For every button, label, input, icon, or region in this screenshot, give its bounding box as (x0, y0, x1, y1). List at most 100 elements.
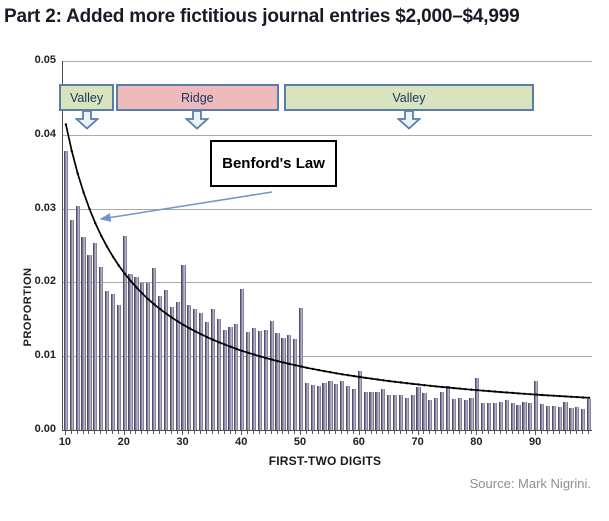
down-arrow-icon (396, 110, 421, 130)
bar-digit-98 (581, 408, 586, 430)
x-tick-16 (100, 431, 102, 434)
bar-digit-58 (345, 385, 351, 430)
bar-digit-42 (251, 328, 257, 430)
bar-digit-39 (234, 323, 239, 430)
benford-curve-marker (440, 385, 444, 389)
benford-curve-marker (364, 376, 367, 380)
x-tick-label-80: 80 (470, 436, 483, 448)
x-tick-73 (435, 431, 437, 434)
down-arrow-icon (74, 110, 99, 130)
bar-digit-30 (181, 264, 186, 430)
x-tick-53 (317, 431, 319, 434)
bar-digit-82 (487, 403, 492, 430)
bar-digit-55 (328, 380, 333, 430)
x-tick-30 (182, 431, 184, 435)
bar-digit-31 (187, 304, 192, 430)
bar-digit-22 (134, 277, 139, 430)
x-tick-47 (282, 431, 284, 434)
x-tick-81 (482, 431, 484, 434)
bar-digit-50 (298, 307, 304, 430)
x-tick-68 (405, 431, 407, 434)
x-tick-28 (170, 431, 172, 434)
x-tick-14 (88, 431, 90, 434)
bar-digit-91 (539, 404, 545, 430)
source-credit: Source: Mark Nigrini. (469, 476, 591, 491)
bar-digit-14 (87, 255, 92, 430)
x-tick-10 (64, 431, 66, 435)
x-tick-34 (206, 431, 207, 434)
benford-curve-marker (341, 373, 344, 376)
gridline-0.03 (63, 208, 592, 210)
bar-digit-61 (363, 392, 368, 430)
band-ridge-1: Ridge (115, 84, 279, 111)
x-tick-41 (247, 431, 249, 434)
bar-digit-41 (246, 331, 251, 430)
x-tick-76 (452, 431, 454, 434)
benford-curve-marker (70, 149, 73, 153)
bar-digit-43 (257, 331, 262, 430)
bar-digit-77 (457, 398, 462, 430)
x-tick-51 (305, 431, 307, 434)
x-tick-27 (164, 431, 166, 434)
x-tick-50 (300, 431, 302, 435)
benford-curve-marker (405, 382, 409, 385)
benford-curve-marker (117, 264, 120, 267)
x-tick-49 (294, 431, 296, 434)
bar-digit-63 (375, 392, 380, 430)
benford-curve-marker (582, 396, 585, 399)
bar-digit-70 (416, 387, 421, 430)
x-tick-23 (141, 431, 143, 434)
x-tick-21 (129, 431, 131, 434)
x-tick-55 (329, 431, 331, 434)
bar-digit-17 (104, 291, 110, 430)
x-tick-54 (323, 431, 325, 434)
x-tick-70 (417, 431, 419, 435)
bar-digit-48 (287, 334, 292, 430)
benford-curve-marker (558, 394, 561, 398)
x-tick-64 (382, 431, 384, 434)
x-tick-84 (499, 431, 501, 434)
y-tick-label-0.05: 0.05 (34, 54, 56, 66)
x-tick-13 (82, 431, 84, 434)
bar-digit-96 (569, 407, 574, 430)
bar-digit-15 (93, 243, 98, 430)
x-tick-63 (376, 431, 378, 434)
x-tick-label-40: 40 (235, 436, 248, 448)
benford-curve-marker (388, 379, 391, 383)
x-tick-26 (158, 431, 160, 434)
bar-digit-97 (575, 407, 580, 430)
bar-digit-23 (140, 283, 145, 430)
x-tick-44 (264, 431, 266, 434)
x-tick-24 (147, 431, 149, 434)
x-tick-57 (341, 431, 343, 434)
x-tick-label-60: 60 (352, 436, 365, 448)
bar-digit-45 (269, 320, 274, 430)
bar-digit-24 (146, 283, 151, 430)
x-tick-15 (94, 431, 96, 434)
x-tick-62 (370, 431, 372, 434)
bar-digit-92 (545, 406, 551, 430)
benford-curve-marker (346, 374, 350, 377)
x-tick-78 (464, 431, 466, 434)
x-tick-42 (253, 431, 255, 434)
bar-digit-79 (469, 398, 474, 430)
benford-curve-marker (305, 366, 309, 369)
y-tick-label-0.03: 0.03 (34, 201, 56, 214)
benford-curve-marker (370, 377, 373, 380)
bar-digit-90 (534, 380, 539, 430)
bar-digit-51 (304, 382, 310, 430)
x-tick-99 (588, 431, 590, 434)
bar-digit-32 (193, 308, 198, 430)
x-tick-37 (223, 431, 225, 434)
bar-digit-16 (99, 266, 104, 430)
benford-curve-marker (529, 393, 532, 396)
gridline-0.04 (63, 134, 592, 136)
bar-digit-76 (451, 399, 456, 430)
benford-curve-marker (523, 392, 526, 395)
x-tick-91 (541, 431, 543, 434)
bar-digit-87 (516, 404, 521, 430)
x-tick-60 (358, 431, 360, 435)
bar-digit-46 (275, 332, 280, 430)
benford-curve-marker (335, 372, 338, 375)
x-tick-96 (570, 431, 572, 434)
